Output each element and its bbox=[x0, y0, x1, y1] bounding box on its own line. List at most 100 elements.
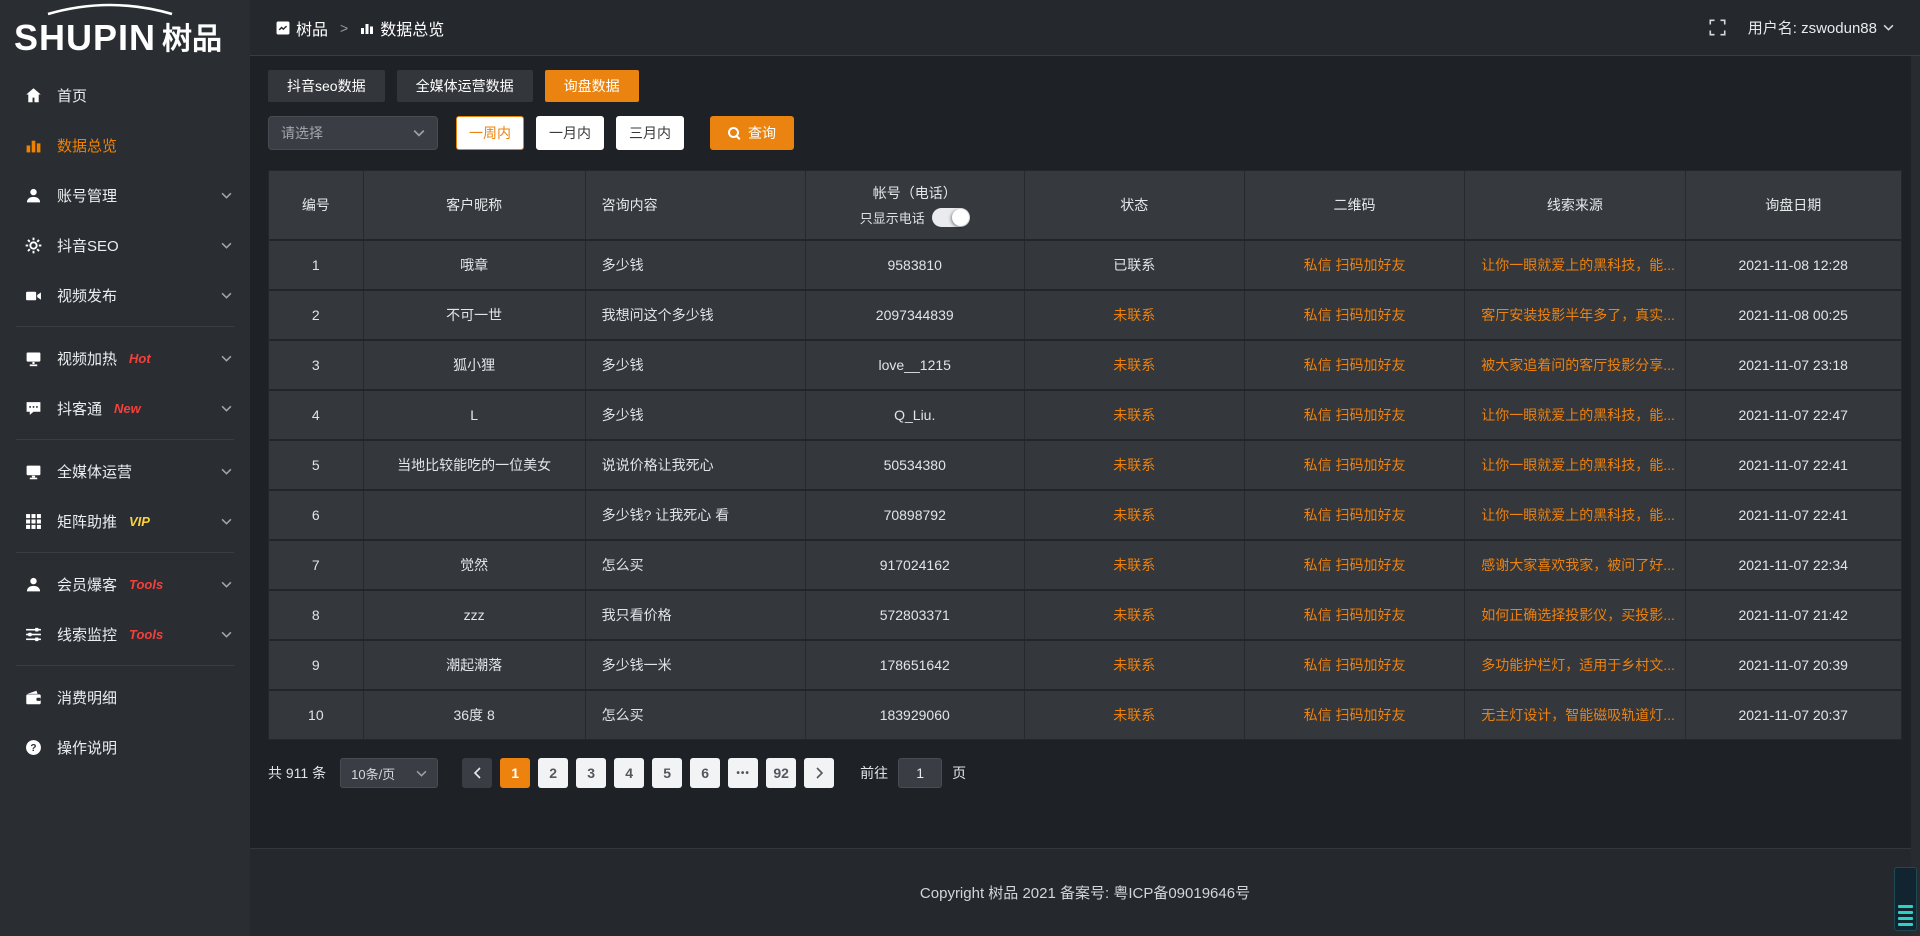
table-row: 8 zzz 我只看价格 572803371 未联系 私信 扫码加好友 如何正确选… bbox=[269, 589, 1901, 639]
source-link[interactable]: 多功能护栏灯，适用于乡村文... bbox=[1481, 657, 1675, 673]
source-link[interactable]: 感谢大家喜欢我家，被问了好... bbox=[1481, 557, 1675, 573]
sidebar-item-video-publish[interactable]: 视频发布 bbox=[0, 270, 250, 320]
tab-inquiry-data[interactable]: 询盘数据 bbox=[544, 70, 639, 102]
next-page-button[interactable] bbox=[804, 758, 835, 788]
cell-nickname: 觉然 bbox=[364, 541, 586, 589]
grid-icon bbox=[24, 513, 43, 530]
cell-content: 说说价格让我死心 bbox=[586, 441, 806, 489]
table-row: 10 36度 8 怎么买 183929060 未联系 私信 扫码加好友 无主灯设… bbox=[269, 689, 1901, 739]
topbar-right: 用户名: zswodun88 bbox=[1709, 17, 1894, 38]
brand-name-cn: 树品 bbox=[162, 22, 223, 56]
sidebar-divider bbox=[16, 552, 234, 553]
source-link[interactable]: 被大家追着问的客厅投影分享... bbox=[1481, 357, 1675, 373]
qr-link[interactable]: 私信 扫码加好友 bbox=[1303, 307, 1406, 323]
cell-content: 我想问这个多少钱 bbox=[586, 291, 806, 339]
chat-bubble-icon bbox=[24, 400, 43, 417]
period-quarter-button[interactable]: 三月内 bbox=[616, 116, 684, 150]
page-button-92[interactable]: 92 bbox=[766, 758, 797, 788]
period-month-button[interactable]: 一月内 bbox=[536, 116, 604, 150]
cell-nickname: 潮起潮落 bbox=[364, 641, 586, 689]
source-link[interactable]: 让你一眼就爱上的黑科技，能... bbox=[1481, 507, 1675, 523]
chevron-down-icon bbox=[221, 405, 232, 412]
fullscreen-icon[interactable] bbox=[1709, 19, 1726, 36]
period-week-button[interactable]: 一周内 bbox=[456, 116, 524, 150]
cell-account: Q_Liu. bbox=[806, 391, 1025, 439]
cell-status: 未联系 bbox=[1025, 491, 1245, 539]
vip-badge: VIP bbox=[129, 513, 150, 529]
breadcrumb-root[interactable]: 树品 bbox=[296, 21, 329, 39]
table-body: 1 哦章 多少钱 9583810 已联系 私信 扫码加好友 让你一眼就爱上的黑科… bbox=[269, 239, 1901, 739]
filter-select[interactable]: 请选择 bbox=[268, 116, 438, 150]
page-button-1[interactable]: 1 bbox=[500, 758, 531, 788]
chevron-down-icon bbox=[416, 770, 427, 777]
cell-date: 2021-11-08 00:25 bbox=[1738, 307, 1848, 323]
sidebar-item-member-baoke[interactable]: 会员爆客 Tools bbox=[0, 559, 250, 609]
prev-page-button[interactable] bbox=[462, 758, 493, 788]
source-link[interactable]: 让你一眼就爱上的黑科技，能... bbox=[1481, 257, 1675, 273]
sidebar-item-data-overview[interactable]: 数据总览 bbox=[0, 120, 250, 170]
source-link[interactable]: 如何正确选择投影仪，买投影... bbox=[1481, 607, 1675, 623]
sidebar-item-douyin-seo[interactable]: 抖音SEO bbox=[0, 220, 250, 270]
table-row: 9 潮起潮落 多少钱一米 178651642 未联系 私信 扫码加好友 多功能护… bbox=[269, 639, 1901, 689]
user-menu[interactable]: 用户名: zswodun88 bbox=[1748, 17, 1894, 38]
chart-icon bbox=[360, 21, 374, 35]
chevron-down-icon bbox=[221, 292, 232, 299]
page-button-3[interactable]: 3 bbox=[576, 758, 607, 788]
sidebar-item-matrix-boost[interactable]: 矩阵助推 VIP bbox=[0, 496, 250, 546]
sidebar-item-account-management[interactable]: 账号管理 bbox=[0, 170, 250, 220]
page-button-6[interactable]: 6 bbox=[690, 758, 721, 788]
search-button[interactable]: 查询 bbox=[710, 116, 794, 150]
breadcrumb-separator: > bbox=[340, 19, 349, 36]
sidebar-item-home[interactable]: 首页 bbox=[0, 70, 250, 120]
qr-link[interactable]: 私信 扫码加好友 bbox=[1303, 557, 1406, 573]
hot-badge: Hot bbox=[129, 350, 151, 366]
tools-badge: Tools bbox=[129, 576, 164, 592]
bar-chart-icon bbox=[24, 137, 43, 154]
source-link[interactable]: 无主灯设计，智能磁吸轨道灯... bbox=[1481, 707, 1675, 723]
goto-page-input[interactable] bbox=[898, 758, 943, 788]
chevron-down-icon bbox=[413, 129, 425, 137]
sidebar-item-help[interactable]: ? 操作说明 bbox=[0, 722, 250, 772]
qr-link[interactable]: 私信 扫码加好友 bbox=[1303, 407, 1406, 423]
chevron-down-icon bbox=[221, 518, 232, 525]
cell-date: 2021-11-07 22:41 bbox=[1738, 457, 1848, 473]
page-ellipsis-button[interactable]: ••• bbox=[728, 758, 759, 788]
cell-date: 2021-11-07 22:41 bbox=[1738, 507, 1848, 523]
qr-link[interactable]: 私信 扫码加好友 bbox=[1303, 707, 1406, 723]
qr-link[interactable]: 私信 扫码加好友 bbox=[1303, 657, 1406, 673]
goto-page: 前往 页 bbox=[860, 758, 966, 788]
tab-douyin-seo-data[interactable]: 抖音seo数据 bbox=[268, 70, 385, 102]
qr-link[interactable]: 私信 扫码加好友 bbox=[1303, 257, 1406, 273]
phone-only-toggle[interactable] bbox=[931, 208, 970, 227]
col-header-status: 状态 bbox=[1025, 171, 1245, 239]
tab-omnimedia-data[interactable]: 全媒体运营数据 bbox=[396, 70, 533, 102]
qr-link[interactable]: 私信 扫码加好友 bbox=[1303, 507, 1406, 523]
account-header-label: 帐号（电话） bbox=[872, 185, 957, 201]
sidebar-item-omnimedia[interactable]: 全媒体运营 bbox=[0, 446, 250, 496]
scrollbar-track[interactable] bbox=[1911, 56, 1920, 936]
sidebar-divider bbox=[16, 326, 234, 327]
data-tabs: 抖音seo数据 全媒体运营数据 询盘数据 bbox=[268, 70, 1902, 102]
sidebar-item-spend-detail[interactable]: 消费明细 bbox=[0, 672, 250, 722]
sidebar-item-video-heat[interactable]: 视频加热 Hot bbox=[0, 333, 250, 383]
sidebar-item-lead-monitor[interactable]: 线索监控 Tools bbox=[0, 609, 250, 659]
qr-link[interactable]: 私信 扫码加好友 bbox=[1303, 457, 1406, 473]
col-header-id: 编号 bbox=[269, 171, 364, 239]
source-link[interactable]: 客厅安装投影半年多了，真实... bbox=[1481, 307, 1675, 323]
page-button-4[interactable]: 4 bbox=[614, 758, 645, 788]
breadcrumb-current: 数据总览 bbox=[380, 21, 445, 39]
qr-link[interactable]: 私信 扫码加好友 bbox=[1303, 607, 1406, 623]
dashboard-icon bbox=[276, 21, 290, 35]
qr-link[interactable]: 私信 扫码加好友 bbox=[1303, 357, 1406, 373]
cell-status: 未联系 bbox=[1025, 441, 1245, 489]
table-row: 3 狐小狸 多少钱 love__1215 未联系 私信 扫码加好友 被大家追着问… bbox=[269, 339, 1901, 389]
sidebar-item-doketong[interactable]: 抖客通 New bbox=[0, 383, 250, 433]
source-link[interactable]: 让你一眼就爱上的黑科技，能... bbox=[1481, 457, 1675, 473]
source-link[interactable]: 让你一眼就爱上的黑科技，能... bbox=[1481, 407, 1675, 423]
page-button-5[interactable]: 5 bbox=[652, 758, 683, 788]
cell-account: 183929060 bbox=[806, 691, 1025, 739]
page-size-select[interactable]: 10条/页 bbox=[340, 758, 439, 788]
floating-widget[interactable] bbox=[1894, 867, 1917, 931]
col-header-date: 询盘日期 bbox=[1765, 197, 1822, 213]
page-button-2[interactable]: 2 bbox=[538, 758, 569, 788]
